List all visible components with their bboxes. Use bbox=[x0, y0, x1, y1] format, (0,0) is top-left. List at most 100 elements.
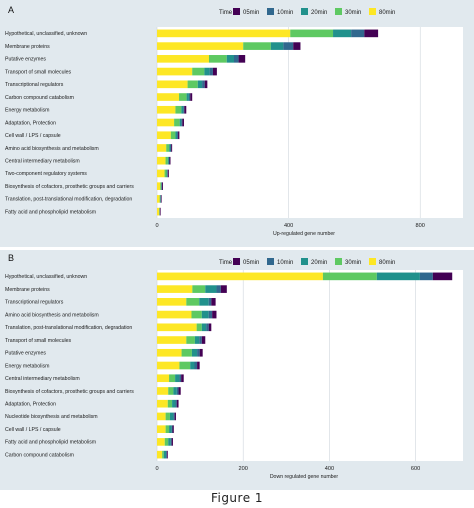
category-label: Carbon compound catabolism bbox=[5, 452, 74, 458]
figure-caption: Figure 1 bbox=[210, 491, 264, 505]
legend-swatch-80min bbox=[369, 8, 376, 15]
bar-segment-10min bbox=[188, 93, 191, 101]
bar-segment-80min bbox=[157, 144, 167, 152]
bar-segment-30min bbox=[169, 374, 176, 383]
bar-segment-05min bbox=[364, 29, 379, 38]
category-label: Putative enzymes bbox=[5, 351, 46, 357]
bar-segment-20min bbox=[190, 361, 195, 370]
bar-segment-10min bbox=[202, 80, 205, 89]
x-axis-title: Up-regulated gene number bbox=[273, 231, 335, 237]
bar-segment-80min bbox=[157, 93, 180, 101]
bar-segment-05min bbox=[171, 144, 173, 152]
bar-segment-05min bbox=[208, 323, 212, 332]
bar-segment-80min bbox=[157, 298, 187, 306]
category-label: Hypothetical, unclassified, unknown bbox=[5, 31, 87, 37]
bar-segment-20min bbox=[175, 374, 180, 383]
bar-segment-20min bbox=[173, 387, 177, 395]
x-axis-title: Down regulated gene number bbox=[270, 474, 339, 480]
category-label: Transport of small molecules bbox=[5, 338, 72, 344]
panel-b: B 0 200 400 600 Down regulated gene number Hyp… bbox=[0, 250, 474, 490]
bar-segment-80min bbox=[157, 67, 193, 76]
bar-segment-10min bbox=[170, 438, 172, 446]
bar-segment-05min bbox=[197, 361, 200, 370]
legend-swatch-10min bbox=[267, 258, 274, 265]
bar-segment-80min bbox=[157, 323, 197, 332]
category-label: Carbon compound catabolism bbox=[5, 95, 74, 101]
bar-segment-20min bbox=[204, 67, 210, 76]
bar-segment-20min bbox=[166, 169, 168, 178]
bar-segment-30min bbox=[179, 361, 191, 370]
category-label: Two-component regulatory systems bbox=[5, 171, 87, 177]
bar-segment-80min bbox=[157, 55, 209, 63]
bar-segment-30min bbox=[168, 387, 174, 395]
bar-segment-80min bbox=[157, 399, 168, 408]
bar-segment-30min bbox=[290, 29, 334, 38]
bar-segment-20min bbox=[161, 182, 162, 190]
bar-segment-80min bbox=[157, 285, 193, 293]
legend-swatch-30min bbox=[335, 258, 342, 265]
bar-segment-80min bbox=[157, 118, 175, 127]
category-label: Putative enzymes bbox=[5, 57, 46, 63]
bar-segment-30min bbox=[192, 285, 206, 293]
bar-segment-05min bbox=[172, 425, 174, 433]
bar-segment-20min bbox=[160, 195, 161, 203]
panel-letter: B bbox=[8, 253, 14, 263]
category-label: Transcriptional regulators bbox=[5, 300, 64, 306]
bar-segment-05min bbox=[238, 55, 246, 63]
bar-segment-80min bbox=[157, 387, 169, 395]
legend-swatch-10min bbox=[267, 8, 274, 15]
bar-segment-10min bbox=[160, 195, 162, 203]
category-label: Biosynthesis of cofactors, prosthetic gr… bbox=[5, 389, 134, 395]
bar-segment-80min bbox=[157, 361, 180, 370]
bar-segment-05min bbox=[159, 207, 161, 216]
legend-label: 10min bbox=[277, 260, 293, 266]
bar-segment-10min bbox=[351, 29, 365, 38]
legend-label: 05min bbox=[243, 10, 259, 16]
bar-segment-20min bbox=[169, 425, 172, 433]
bar-segment-10min bbox=[183, 105, 185, 114]
bar-segment-10min bbox=[161, 182, 163, 190]
category-label: Transcriptional regulators bbox=[5, 82, 64, 88]
x-tick-label: 800 bbox=[416, 223, 425, 229]
bar-segment-10min bbox=[216, 285, 221, 293]
bar-segment-80min bbox=[157, 182, 161, 190]
category-label: Membrane proteins bbox=[5, 44, 50, 50]
bar-segment-10min bbox=[209, 67, 213, 76]
bar-segment-80min bbox=[157, 105, 176, 114]
bar-segment-30min bbox=[187, 80, 198, 89]
legend-title: Time bbox=[219, 10, 233, 16]
bar-segment-30min bbox=[165, 425, 170, 433]
bar-segment-30min bbox=[164, 169, 167, 178]
bar-segment-20min bbox=[172, 399, 176, 408]
legend-label: 05min bbox=[243, 260, 259, 266]
bar-segment-20min bbox=[201, 323, 207, 332]
x-tick-label: 0 bbox=[155, 223, 158, 229]
bar-segment-10min bbox=[208, 298, 212, 306]
bar-segment-30min bbox=[159, 207, 160, 216]
category-label: Translation, post-translational modifica… bbox=[5, 197, 132, 203]
bar-segment-20min bbox=[226, 55, 234, 63]
bar-segment-10min bbox=[173, 412, 175, 421]
bar-segment-05min bbox=[190, 93, 193, 101]
bar-segment-05min bbox=[181, 374, 184, 383]
bar-segment-20min bbox=[167, 156, 169, 165]
bar-segment-80min bbox=[157, 207, 160, 216]
bar-segment-05min bbox=[204, 80, 208, 89]
bar-segment-20min bbox=[201, 310, 209, 319]
bar-segment-30min bbox=[166, 144, 170, 152]
legend-swatch-30min bbox=[335, 8, 342, 15]
bar-segment-30min bbox=[186, 336, 195, 344]
bar-segment-80min bbox=[157, 29, 291, 38]
panel-a: A 0 400 800 Up-regulated gene number Hypothet… bbox=[0, 0, 474, 247]
bar-segment-20min bbox=[194, 336, 200, 344]
bar-segment-05min bbox=[161, 182, 163, 190]
bar-segment-20min bbox=[333, 29, 352, 38]
category-label: Membrane proteins bbox=[5, 287, 50, 293]
bar-segment-20min bbox=[181, 105, 184, 114]
x-tick-label: 0 bbox=[155, 466, 158, 472]
bar-segment-80min bbox=[157, 336, 187, 344]
bar-segment-80min bbox=[157, 156, 166, 165]
legend-title: Time bbox=[219, 260, 233, 266]
bar-segment-05min bbox=[182, 118, 184, 127]
bar-segment-05min bbox=[212, 310, 217, 319]
